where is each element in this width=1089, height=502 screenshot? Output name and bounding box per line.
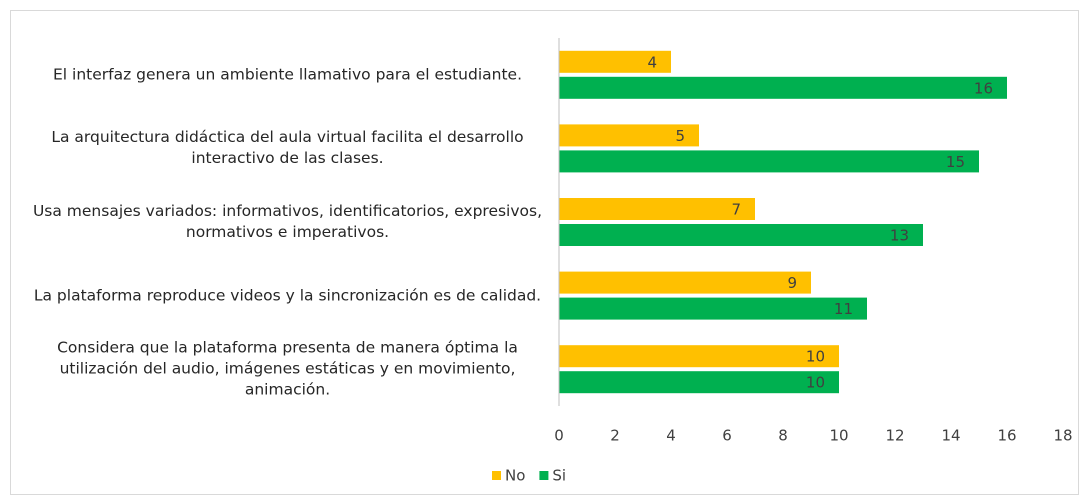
bar xyxy=(559,50,671,73)
value-label: 5 xyxy=(675,127,685,145)
x-tick-label: 12 xyxy=(885,427,904,445)
value-label: 7 xyxy=(731,201,741,219)
x-tick-label: 18 xyxy=(1053,427,1072,445)
category-label: El interfaz genera un ambiente llamativo… xyxy=(52,65,522,84)
legend-swatch xyxy=(539,471,549,480)
value-label: 4 xyxy=(647,53,657,71)
value-label: 10 xyxy=(806,374,825,392)
value-label: 15 xyxy=(946,153,965,171)
legend-label: Si xyxy=(552,467,566,485)
x-tick-label: 0 xyxy=(554,427,564,445)
x-tick-label: 10 xyxy=(829,427,848,445)
x-tick-label: 6 xyxy=(722,427,732,445)
category-label: La plataforma reproduce videos y la sinc… xyxy=(33,286,542,305)
x-tick-label: 8 xyxy=(778,427,788,445)
bar xyxy=(559,224,923,246)
x-tick-label: 2 xyxy=(610,427,620,445)
bar xyxy=(559,198,755,220)
bar xyxy=(559,76,1007,99)
value-label: 10 xyxy=(806,348,825,366)
category-label: Usa mensajes variados: informativos, ide… xyxy=(32,202,543,241)
x-tick-label: 4 xyxy=(666,427,676,445)
legend-swatch xyxy=(492,471,501,480)
bar xyxy=(559,271,811,294)
value-label: 13 xyxy=(890,227,909,245)
bar xyxy=(559,345,839,368)
bar xyxy=(559,124,699,147)
chart-border xyxy=(10,10,1079,495)
bar xyxy=(559,371,839,394)
category-label: Considera que la plataforma presenta de … xyxy=(57,338,518,399)
value-label: 9 xyxy=(787,274,797,292)
category-label: La arquitectura didáctica del aula virtu… xyxy=(51,128,524,168)
x-tick-label: 14 xyxy=(941,427,960,445)
bar xyxy=(559,150,979,173)
bar xyxy=(559,297,867,320)
value-label: 11 xyxy=(834,300,853,318)
x-tick-label: 16 xyxy=(997,427,1016,445)
legend-label: No xyxy=(505,467,525,485)
value-label: 16 xyxy=(974,79,993,97)
